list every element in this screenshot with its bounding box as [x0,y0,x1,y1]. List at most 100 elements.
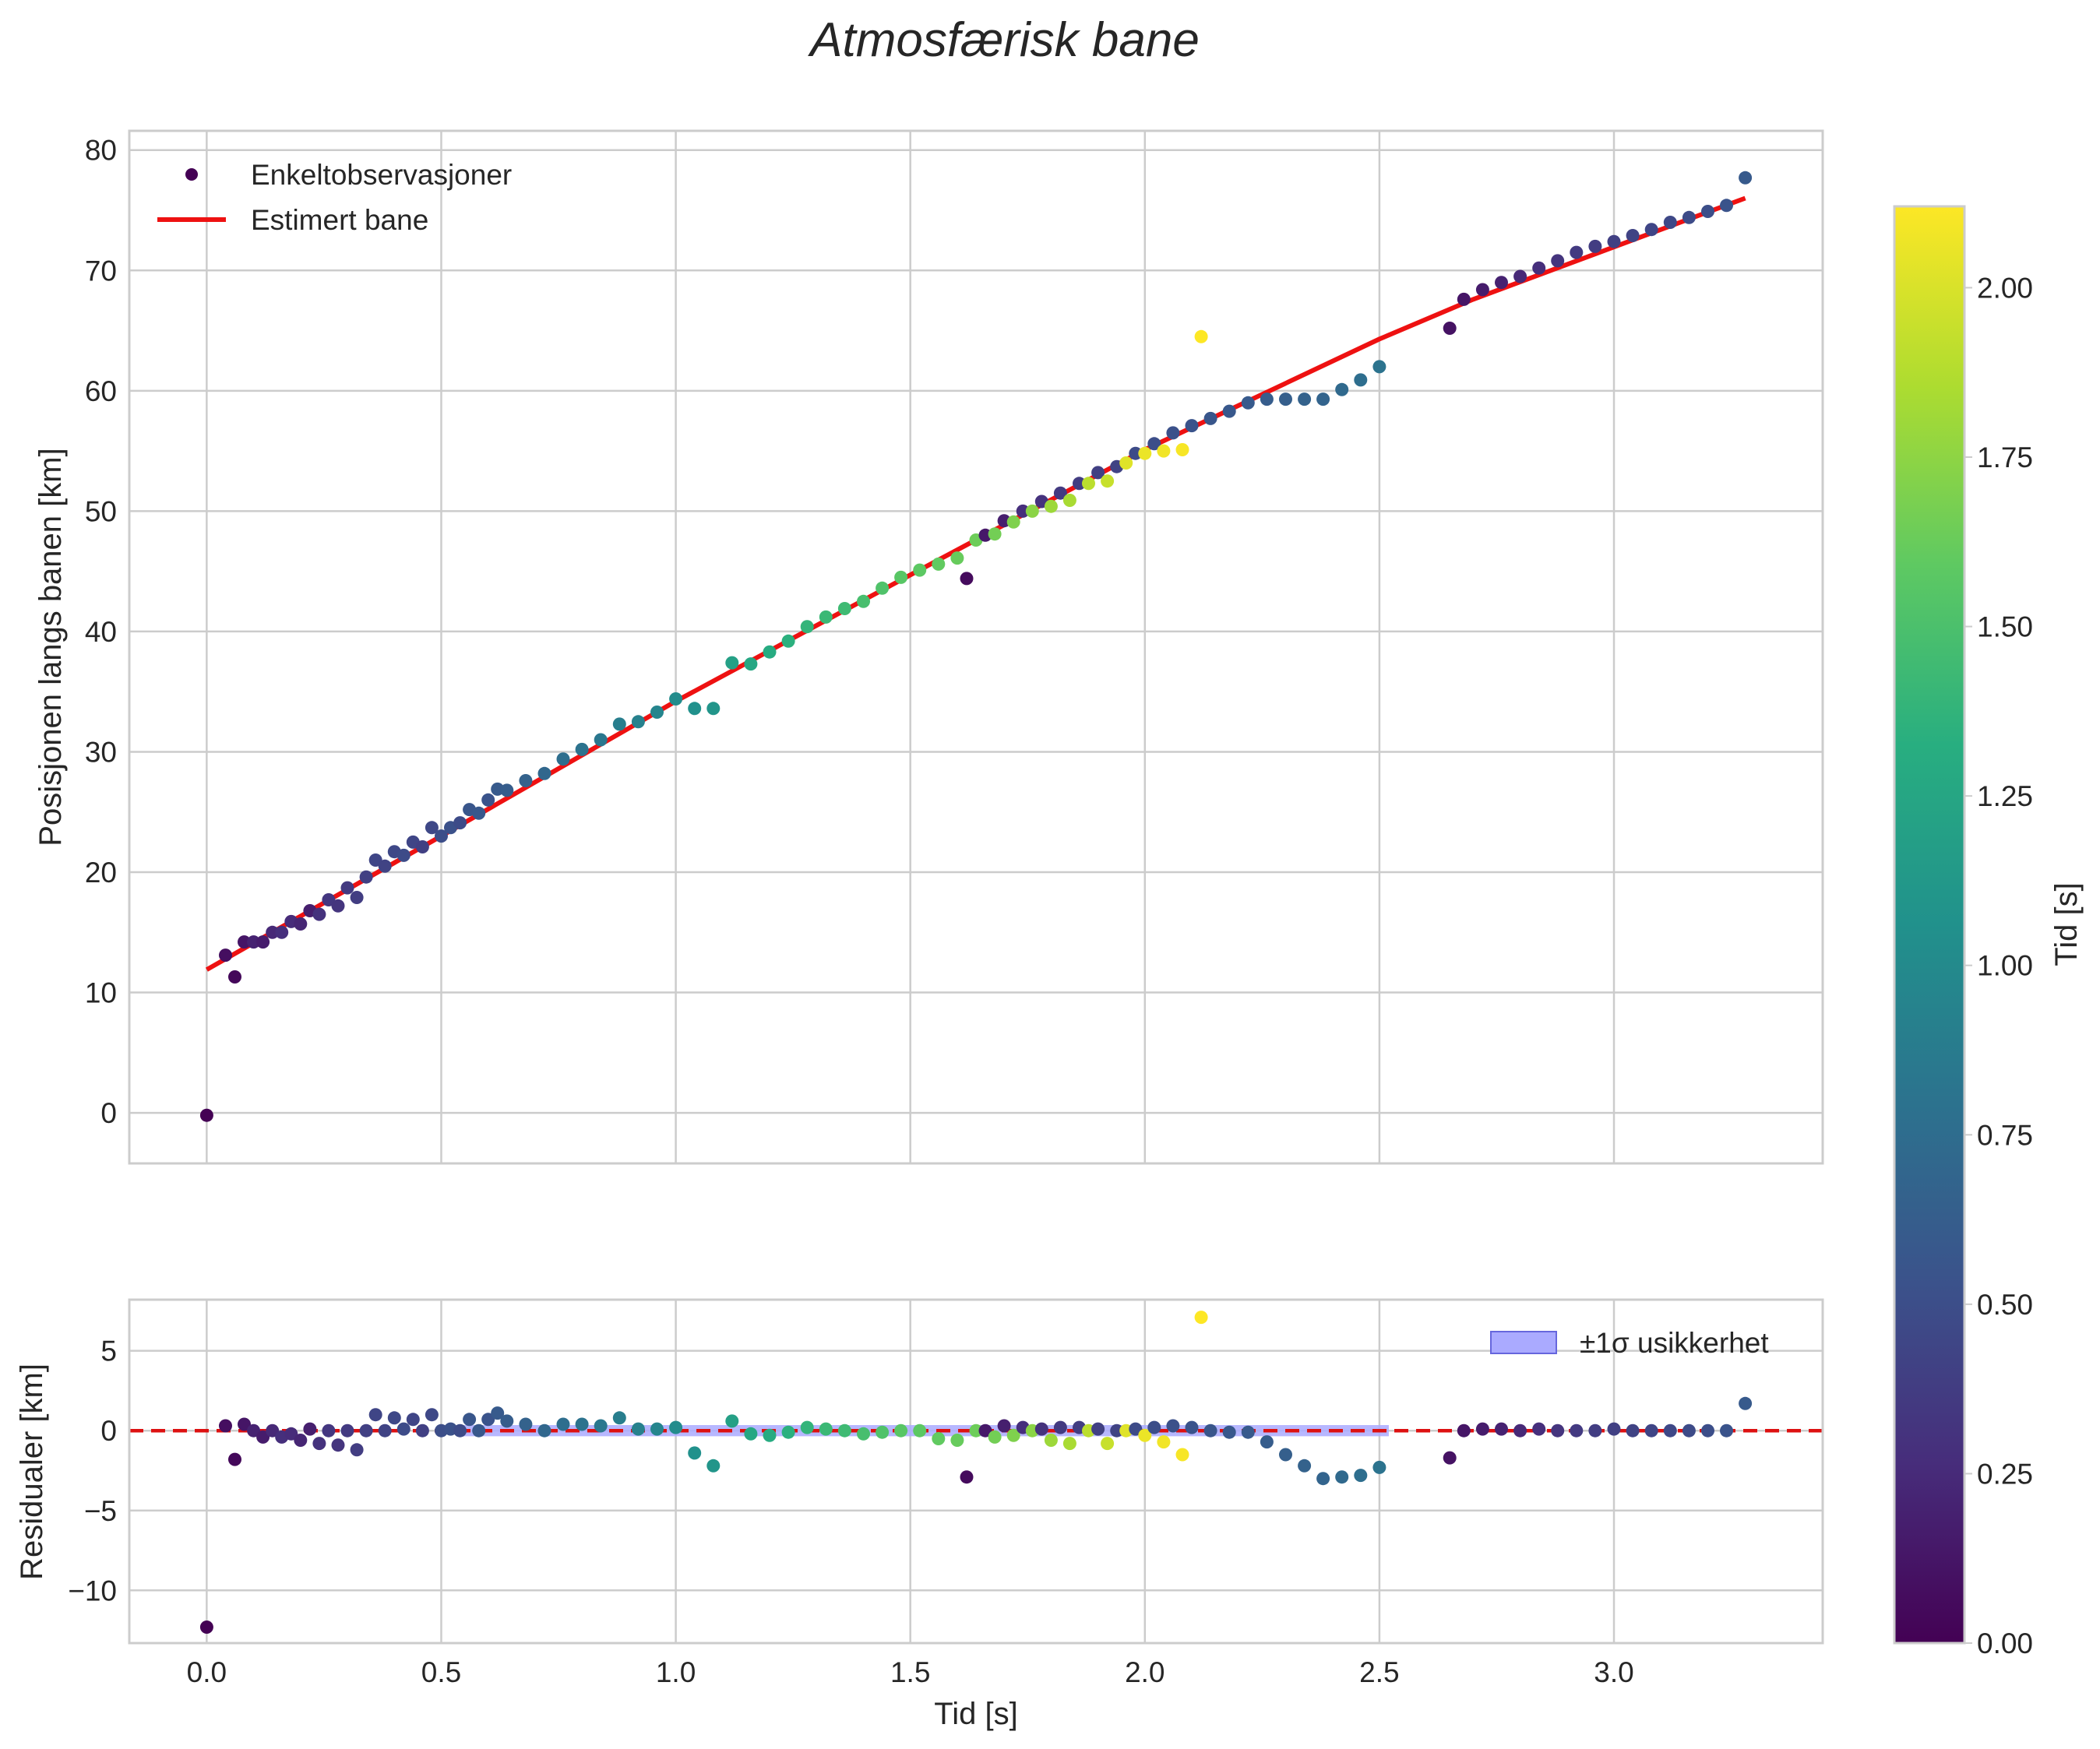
observation-point [294,917,308,931]
residual-point [1053,1420,1067,1434]
residual-point [378,1423,392,1438]
residual-point [1663,1423,1677,1438]
observation-point [435,829,448,843]
residual-point [331,1438,345,1452]
observation-point [1316,392,1330,406]
xtick-label: 0.5 [421,1656,461,1688]
residual-point [725,1414,739,1428]
residual-point [1457,1423,1471,1438]
observation-point [1203,411,1217,425]
residual-point [472,1423,486,1438]
observation-point [1443,322,1457,335]
colorbar-tick-label: 1.00 [1977,950,2033,982]
residual-point [1044,1434,1058,1447]
observation-point [247,935,261,949]
upper-ytick-label: 60 [85,375,117,407]
residual-point [415,1423,429,1438]
residual-point [763,1428,777,1442]
residual-point [1129,1422,1143,1436]
observation-point [1701,205,1714,218]
residual-point [650,1422,664,1436]
residual-point [1260,1435,1274,1449]
lower-y-axis-label: Residualer [km] [15,1364,49,1580]
colorbar-gradient [1893,205,1966,1645]
observation-point [396,848,410,862]
residual-point [1194,1311,1208,1325]
observation-point [1119,456,1133,470]
residual-point [1298,1459,1312,1473]
residual-point [819,1422,833,1436]
residual-point [781,1425,795,1439]
upper-ytick-label: 20 [85,857,117,889]
xtick-label: 2.5 [1359,1656,1399,1688]
observation-point [350,891,364,904]
observation-point [894,570,908,584]
colorbar-tick-label: 1.50 [1977,611,2033,643]
observation-point [199,1108,213,1122]
upper-ytick-label: 80 [85,135,117,167]
residual-point [1475,1422,1489,1436]
residual-point [368,1408,382,1422]
observation-point [1279,392,1292,406]
upper-grid [129,131,1823,1163]
observation-point [650,706,664,719]
residual-point [425,1408,439,1422]
residual-point [266,1423,280,1438]
fit-line-layer [205,195,1746,972]
observation-point [1006,515,1020,529]
observation-point [819,610,833,624]
residual-point [1588,1423,1602,1438]
colorbar-tick-label: 1.75 [1977,442,2033,473]
x-axis-label: Tid [s] [934,1697,1017,1731]
residual-point [1720,1423,1733,1438]
legend-label-band: ±1σ usikkerhet [1580,1327,1769,1359]
observation-point [331,899,345,913]
residual-point [969,1423,983,1438]
upper-ytick-label: 50 [85,495,117,527]
observation-point [1372,360,1386,374]
observation-point [960,572,974,586]
residual-point [894,1423,908,1438]
observation-point [744,657,758,671]
residual-point [359,1423,373,1438]
colorbar-tick-label: 0.75 [1977,1119,2033,1151]
upper-y-axis-label: Posisjonen langs banen [km] [33,448,68,846]
residual-point [1157,1435,1171,1449]
observation-point [378,859,392,873]
lower-ytick-label: 0 [100,1415,117,1447]
residual-point [519,1417,533,1431]
observation-point [228,970,241,984]
lower-points-layer [199,1311,1753,1634]
residual-point [340,1423,354,1438]
upper-ytick-label: 70 [85,255,117,287]
residual-point [1626,1423,1640,1438]
residual-point [312,1437,326,1451]
residual-point [800,1420,814,1434]
residual-point [1034,1422,1048,1436]
residual-point [1241,1425,1255,1439]
residual-point [1532,1422,1546,1436]
colorbar-tick-label: 0.00 [1977,1628,2033,1659]
observation-point [688,702,702,716]
xtick-label: 3.0 [1594,1656,1633,1688]
observation-point [594,733,608,747]
observation-point [763,645,777,659]
residual-point [688,1446,702,1460]
xtick-label: 1.5 [890,1656,930,1688]
observation-point [519,774,533,787]
observation-point [340,881,354,895]
residual-point [1138,1428,1152,1442]
observation-point [1532,261,1546,275]
observation-point [1720,199,1733,213]
residual-point [396,1422,410,1436]
residual-point [876,1425,890,1439]
residual-point [556,1417,570,1431]
observation-point [238,935,251,949]
legend-marker-observations [185,168,198,181]
observation-point [913,563,927,577]
residual-point [857,1427,870,1441]
observation-point [359,870,373,884]
observation-point [1241,396,1255,410]
observation-point [575,742,589,756]
residual-point [1354,1469,1368,1483]
